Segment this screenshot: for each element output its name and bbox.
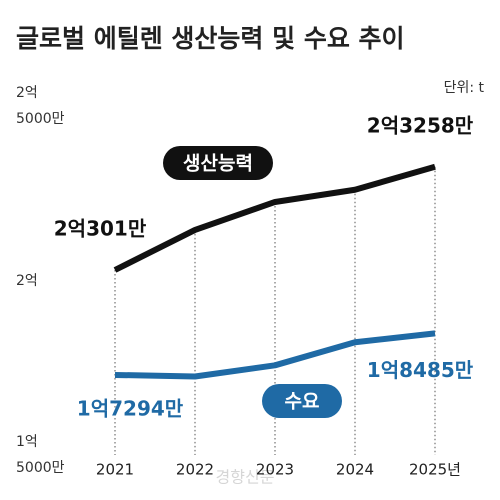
x-tick-label: 2024 [336, 461, 374, 479]
unit-label: 단위: t [444, 80, 485, 96]
x-tick-label: 2023 [256, 461, 294, 479]
y-tick-label: 2억 5000만 [16, 85, 65, 127]
x-tick-label: 2022 [176, 461, 214, 479]
watermark: 경향신문 [216, 468, 275, 487]
legend-pill [262, 384, 342, 418]
value-label: 1억7294만 [77, 396, 184, 420]
legend-label: 수요 [285, 391, 320, 413]
value-label: 2억3258만 [367, 113, 474, 137]
x-tick-label: 2025년 [409, 461, 461, 479]
series-line [113, 163, 436, 273]
y-tick-label: 1억 5000만 [16, 434, 65, 476]
chart-title: 글로벌 에틸렌 생산능력 및 수요 추이 [16, 24, 405, 53]
value-label: 2억301만 [54, 216, 147, 240]
legend-label: 생산능력 [183, 153, 253, 175]
value-label: 1억8485만 [367, 358, 474, 382]
y-tick-label: 2억 [16, 272, 38, 289]
legend-pill [163, 146, 273, 180]
x-tick-label: 2021 [96, 461, 134, 479]
series-line [114, 330, 436, 380]
